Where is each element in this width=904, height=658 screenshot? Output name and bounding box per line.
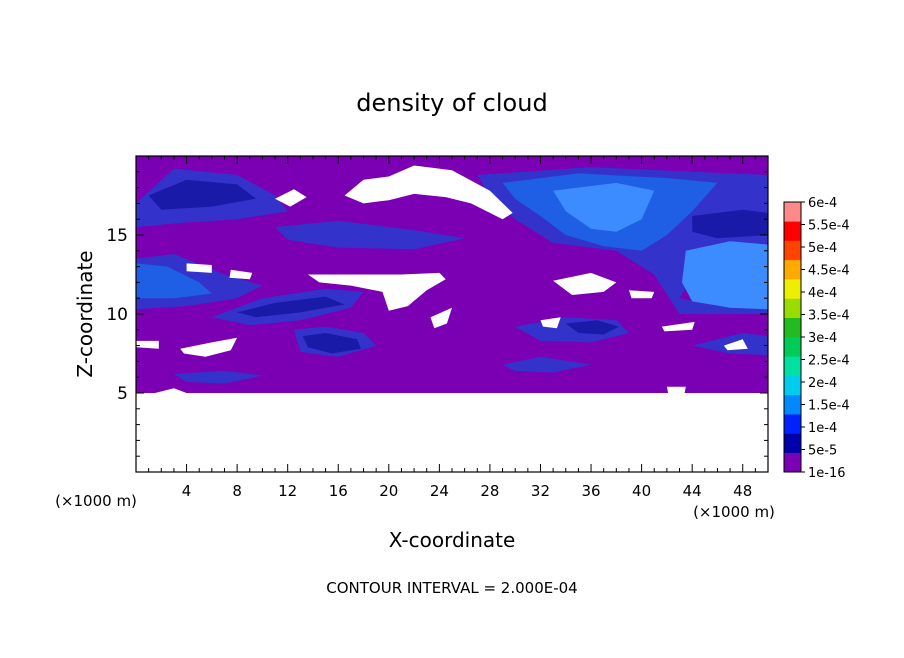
x-tick-label: 40	[632, 482, 651, 500]
colorbar-label: 5.5e-4	[808, 219, 850, 234]
empty-region	[553, 272, 617, 295]
y-tick-label: 5	[117, 384, 128, 404]
chart-title: density of cloud	[356, 89, 547, 117]
colorbar-label: 2.5e-4	[808, 354, 850, 369]
colorbar-label: 4e-4	[808, 286, 837, 301]
colorbar-swatch	[784, 375, 801, 396]
empty-region	[275, 189, 307, 207]
empty-region	[136, 340, 159, 349]
contour-region-mid-blue	[173, 370, 263, 384]
x-axis: 4 8 12 16 20 24 28 32 36 40 44 48	[148, 156, 756, 500]
x-tick-label: 24	[430, 482, 449, 500]
colorbar-label: 3.5e-4	[808, 309, 850, 324]
contour-region-dark-blue	[148, 179, 257, 210]
colorbar-label: 1e-4	[808, 421, 837, 436]
colorbar-label: 4.5e-4	[808, 264, 850, 279]
empty-region	[540, 317, 561, 329]
x-axis-label: X-coordinate	[389, 528, 516, 552]
empty-region	[661, 321, 695, 332]
empty-region	[307, 272, 446, 311]
empty-region	[629, 290, 655, 299]
contour-region-dark-blue	[237, 296, 345, 318]
x-tick-label: 32	[531, 482, 550, 500]
empty-region	[136, 393, 768, 472]
colorbar-swatch	[784, 259, 801, 280]
contour-interval: CONTOUR INTERVAL = 2.000E-04	[326, 579, 577, 597]
contour-region-dark-blue	[565, 320, 619, 335]
empty-region	[723, 339, 748, 351]
colorbar-swatch	[784, 452, 801, 473]
colorbar-swatch	[784, 221, 801, 241]
x-tick-label: 12	[278, 482, 297, 500]
contour-region-light-blue	[682, 241, 768, 310]
contour-region-dark-blue	[692, 209, 768, 239]
y-tick-label: 15	[106, 226, 128, 246]
y-tick-label: 10	[106, 305, 128, 325]
colorbar-swatch	[784, 414, 801, 434]
empty-region	[430, 307, 452, 329]
empty-region	[180, 337, 238, 357]
x-tick-label: 48	[733, 482, 752, 500]
contour-region-dark-blue	[302, 333, 361, 354]
colorbar-swatch	[784, 394, 801, 415]
contour-region-mid-blue	[502, 356, 591, 373]
colorbar-label: 5e-4	[808, 241, 837, 256]
empty-region	[344, 165, 513, 220]
x-tick-label: 36	[581, 482, 600, 500]
colorbar-label: 5e-5	[808, 444, 837, 459]
colorbar-swatch	[784, 279, 801, 299]
x-tick-label: 28	[480, 482, 499, 500]
empty-region	[155, 388, 187, 395]
colorbar-label: 1.5e-4	[808, 399, 850, 414]
contour-region-bright-blue	[136, 263, 212, 299]
y-axis-label: Z-coordinate	[73, 250, 97, 377]
colorbar-swatch	[784, 298, 801, 319]
colorbar-swatch	[784, 240, 801, 261]
contour-field	[136, 156, 768, 472]
empty-region	[186, 263, 212, 273]
x-unit-left: (×1000 m)	[55, 492, 137, 510]
colorbar-label: 6e-4	[808, 196, 837, 211]
colorbar-swatch	[784, 317, 801, 338]
x-tick-label: 16	[329, 482, 348, 500]
x-tick-label: 44	[683, 482, 702, 500]
colorbar-swatch	[784, 337, 801, 357]
colorbar-label: 1e-16	[808, 466, 846, 481]
x-tick-label: 4	[182, 482, 192, 500]
colorbar: 1e-16 5e-5 1e-4 1.5e-4 2e-4 2.5e-4 3e-4 3.5e-4 4…	[783, 196, 850, 481]
colorbar-swatch	[784, 202, 801, 222]
x-tick-label: 20	[379, 482, 398, 500]
x-unit-right: (×1000 m)	[693, 503, 775, 521]
contour-region-mid-blue	[275, 220, 465, 250]
colorbar-label: 2e-4	[808, 376, 837, 391]
y-axis: 5 10 15	[106, 171, 768, 457]
x-tick-label: 8	[232, 482, 242, 500]
colorbar-swatch	[784, 356, 801, 376]
empty-region	[666, 386, 686, 393]
contour-region-light-blue	[553, 182, 655, 232]
colorbar-label: 3e-4	[808, 331, 837, 346]
empty-region	[229, 269, 253, 280]
colorbar-swatch	[784, 433, 801, 454]
